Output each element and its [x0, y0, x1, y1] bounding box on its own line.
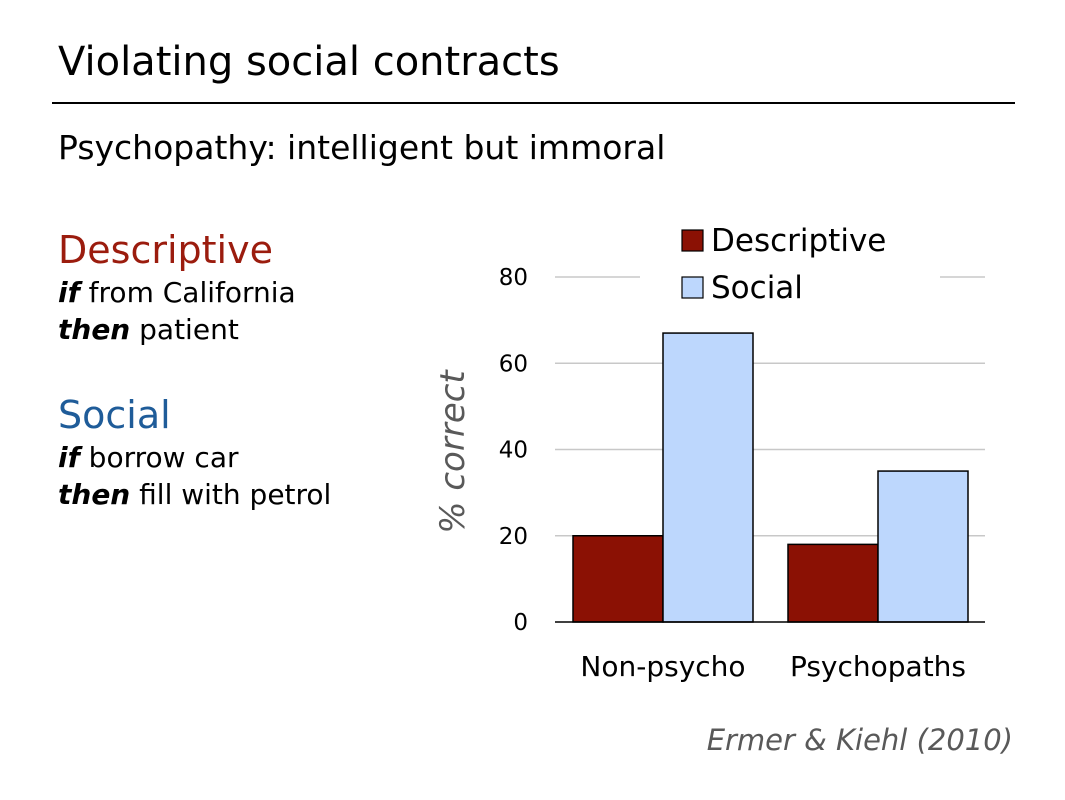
social-rule-block: Social if borrow car then fill with petr…: [58, 393, 331, 513]
y-tick-label: 60: [499, 351, 528, 377]
social-heading: Social: [58, 393, 171, 437]
descriptive-then-line: then patient: [58, 311, 296, 348]
y-tick-label: 0: [513, 610, 528, 636]
chart-legend: Descriptive Social: [640, 220, 940, 308]
descriptive-then-text: patient: [130, 312, 239, 346]
x-category-label: Psychopaths: [790, 650, 966, 683]
slide-subtitle: Psychopathy: intelligent but immoral: [58, 128, 666, 167]
social-if-text: borrow car: [79, 440, 239, 474]
legend-swatch-social: [681, 276, 704, 299]
legend-label-social: Social: [711, 270, 803, 306]
descriptive-if-keyword: if: [58, 275, 80, 309]
descriptive-then-keyword: then: [58, 312, 131, 346]
descriptive-if-line: if from California: [58, 274, 296, 311]
slide-title: Violating social contracts: [58, 39, 560, 85]
y-tick-label: 80: [499, 265, 528, 291]
y-tick-label: 20: [499, 524, 528, 550]
legend-swatch-descriptive: [681, 229, 704, 252]
social-then-keyword: then: [58, 477, 131, 511]
social-then-line: then fill with petrol: [58, 476, 331, 513]
bar-descriptive-non-psycho: [572, 535, 664, 623]
social-then-text: fill with petrol: [130, 477, 332, 511]
social-if-line: if borrow car: [58, 439, 331, 476]
bar-social-psychopaths: [877, 470, 969, 623]
social-if-keyword: if: [58, 440, 80, 474]
chart-axes: 0 20 40 60 80 Non-psycho Psychopaths % correct: [433, 265, 985, 683]
y-axis-title: % correct: [433, 369, 473, 534]
citation: Ermer & Kiehl (2010): [706, 723, 1013, 757]
title-divider: [52, 102, 1015, 104]
chart-bars: [572, 332, 969, 623]
legend-label-descriptive: Descriptive: [711, 223, 886, 259]
bar-descriptive-psychopaths: [787, 543, 879, 623]
x-category-label: Non-psycho: [580, 650, 745, 683]
descriptive-if-text: from California: [79, 275, 296, 309]
bar-social-non-psycho: [662, 332, 754, 623]
descriptive-rule-block: Descriptive if from California then pati…: [58, 228, 296, 348]
descriptive-heading: Descriptive: [58, 228, 273, 272]
y-tick-label: 40: [499, 438, 528, 464]
